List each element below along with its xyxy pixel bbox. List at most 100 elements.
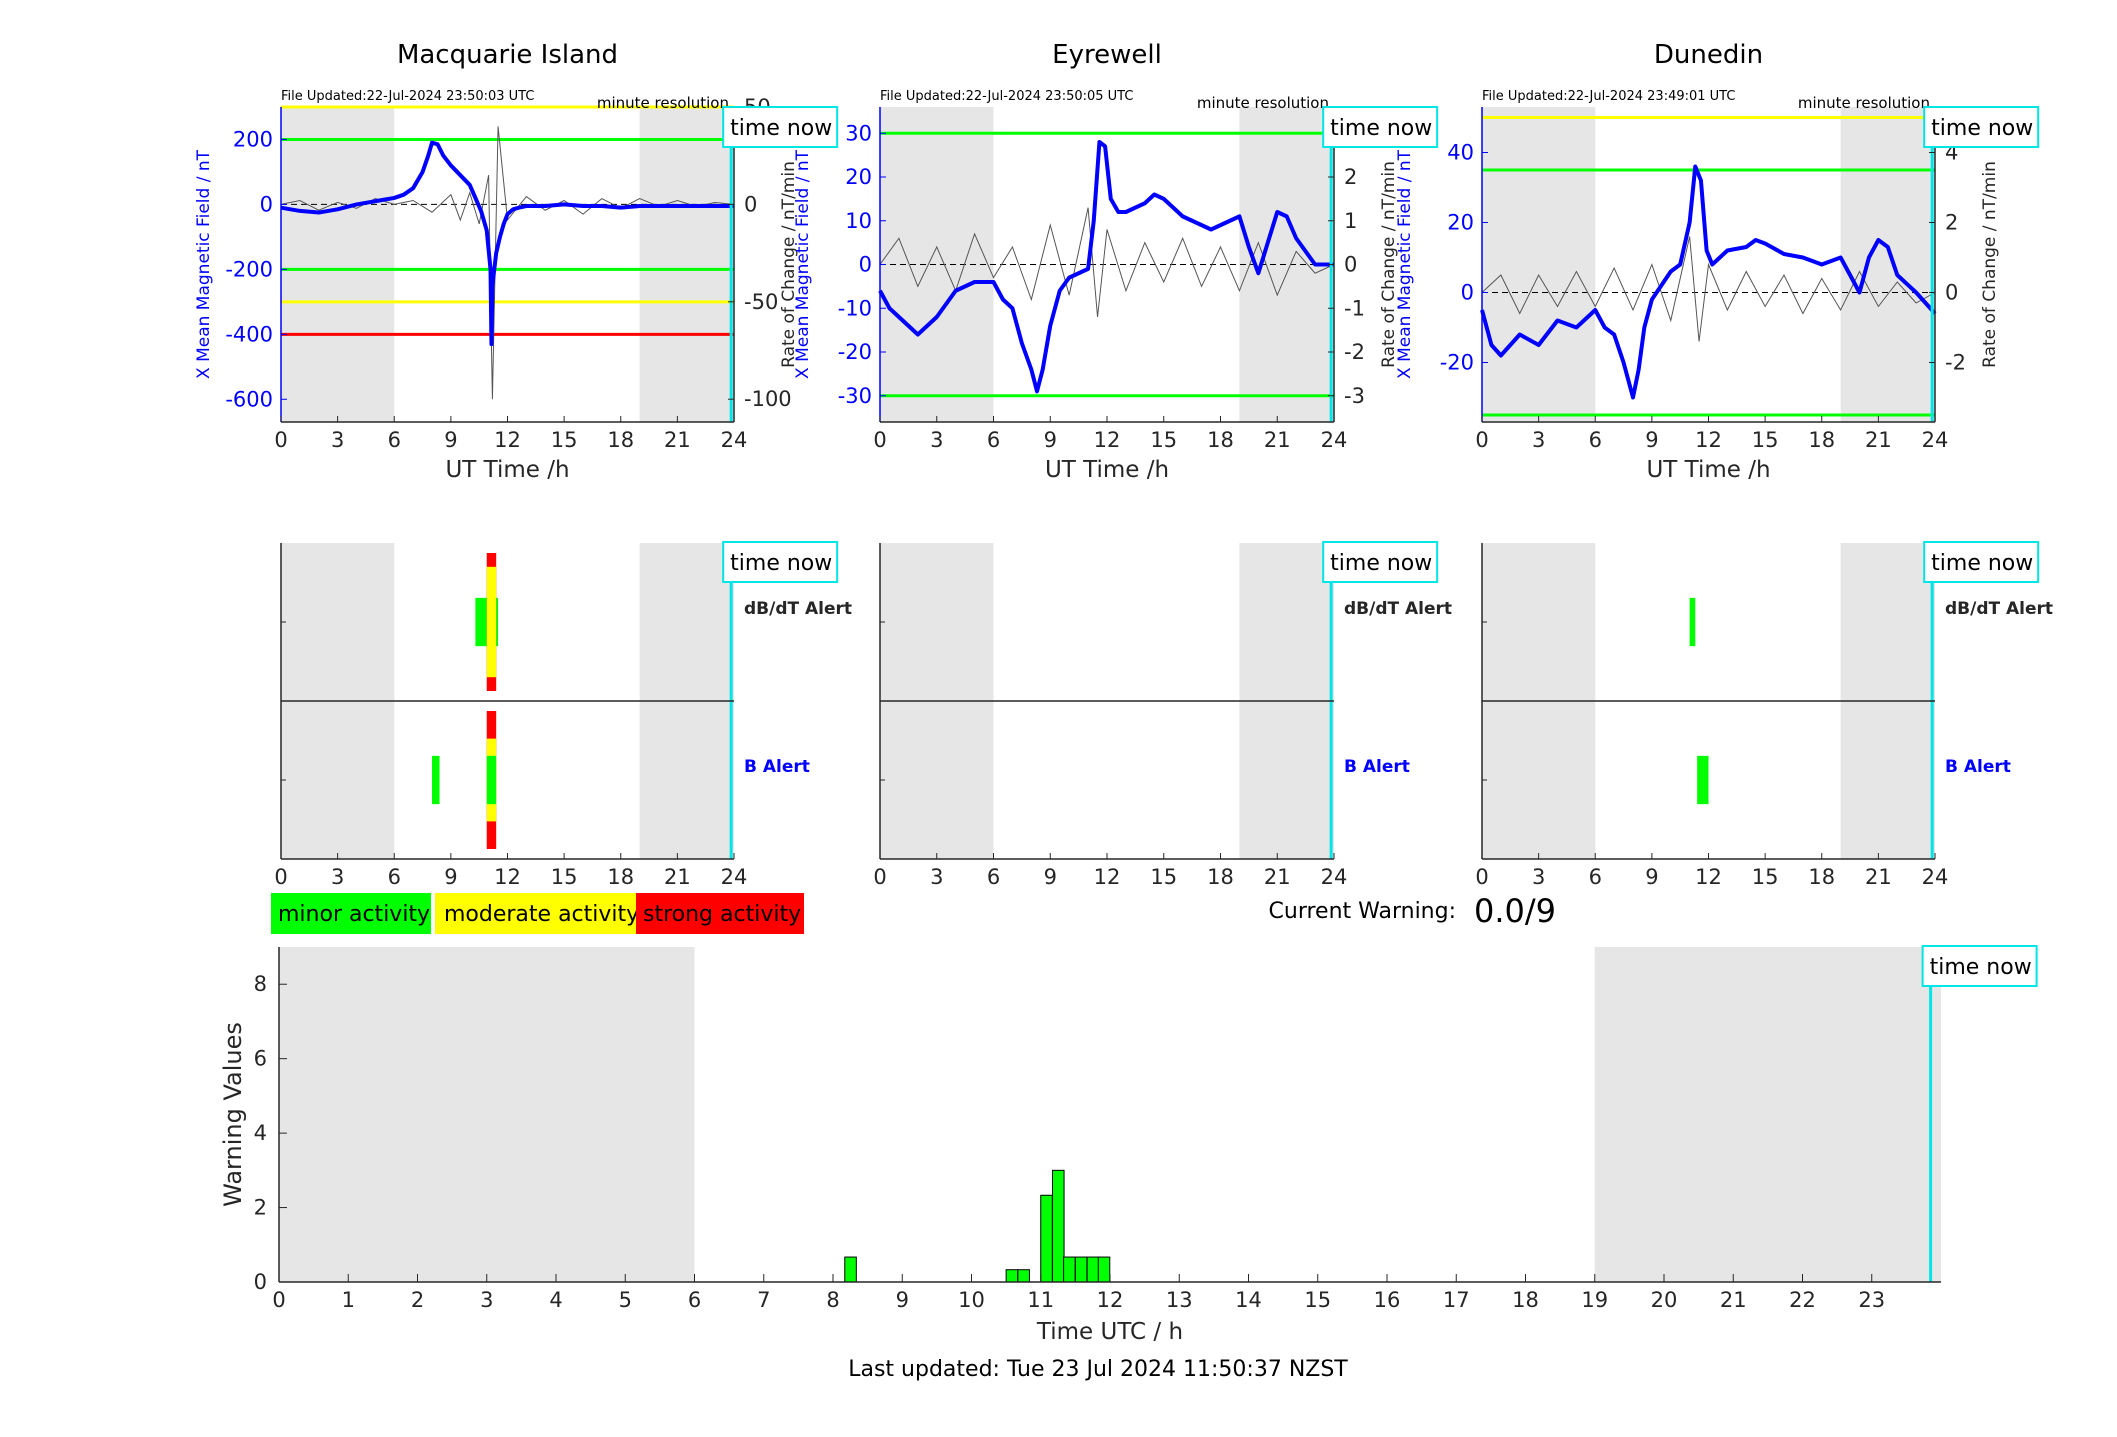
eyrewell-y2tick-label: 0 (1344, 253, 1357, 277)
eyrewell-ytick-label: -10 (838, 296, 872, 320)
dunedin-alert-time-now-box (1923, 541, 2040, 583)
macquarie-island-title: Macquarie Island (397, 40, 618, 70)
warning-xtick-label: 20 (1651, 1288, 1678, 1312)
warning-xtick-label: 22 (1789, 1288, 1816, 1312)
dunedin-field-line (1480, 164, 1937, 400)
eyrewell-xtick-label: 6 (987, 428, 1000, 452)
macquarie-island-alert-time-now-label: time now (730, 551, 832, 576)
labels-layer: Macquarie Island File Updated:22-Jul-2024… (194, 40, 2053, 1345)
warning-ytick-label: 2 (254, 1196, 267, 1220)
macquarie-island-y2tick-label: 0 (744, 192, 757, 216)
warning-xtick-label: 9 (896, 1288, 909, 1312)
macquarie-island-dbdt-alert-label: dB/dT Alert (744, 599, 852, 619)
macquarie-island-xtick-label: 24 (721, 428, 748, 452)
eyrewell-night-0 (880, 107, 994, 422)
warning-bar (1005, 1269, 1019, 1283)
dunedin-alert-xtick-label: 24 (1922, 865, 1949, 889)
warning-ytick-label: 6 (254, 1047, 267, 1071)
dunedin-time-now-box (1923, 106, 2040, 148)
dunedin-xtick-label: 24 (1922, 428, 1949, 452)
warning-night-0 (279, 947, 695, 1282)
legend-minor-label: minor activity (278, 902, 430, 927)
dunedin-alert-xtick-label: 6 (1589, 865, 1602, 889)
warning-bar (1097, 1256, 1111, 1283)
macquarie-island-dbdt-alert-mark-2 (486, 566, 497, 678)
macquarie-island-alert-xtick-label: 0 (274, 865, 287, 889)
dunedin-night-0 (1482, 107, 1596, 422)
warning-time-now-box (1921, 945, 2038, 987)
eyrewell-file-updated: File Updated:22-Jul-2024 23:50:05 UTC (880, 89, 1133, 104)
dunedin-rate-line (1481, 236, 1936, 342)
dunedin-y2tick-label: 0 (1945, 281, 1958, 305)
eyrewell-time-now-box (1322, 106, 1439, 148)
eyrewell-ylabel: X Mean Magnetic Field / nT (793, 149, 813, 379)
eyrewell-alert-xtick-label: 0 (873, 865, 886, 889)
macquarie-island-ylabel2: Rate of Change / nT/min (779, 161, 799, 368)
eyrewell-alert-xtick-label: 15 (1150, 865, 1177, 889)
eyrewell-dbdt-alert-label: dB/dT Alert (1344, 599, 1452, 619)
warning-xtick-label: 23 (1858, 1288, 1885, 1312)
macquarie-island-y2tick-label: -100 (744, 387, 792, 411)
dunedin-xtick-label: 18 (1808, 428, 1835, 452)
eyrewell-xtick-label: 0 (873, 428, 886, 452)
eyrewell-xtick-label: 18 (1207, 428, 1234, 452)
dunedin-xtick-label: 12 (1695, 428, 1722, 452)
warning-xtick-label: 7 (757, 1288, 770, 1312)
eyrewell-ytick-label: 0 (859, 253, 872, 277)
macquarie-island-ytick-label: -600 (225, 387, 273, 411)
warning-xtick-label: 18 (1512, 1288, 1539, 1312)
warning-xtick-label: 4 (549, 1288, 562, 1312)
warning-xtick-label: 0 (272, 1288, 285, 1312)
dunedin-xtick-label: 15 (1752, 428, 1779, 452)
current-warning-label: Current Warning: (1269, 899, 1456, 924)
warning-bar (1052, 1169, 1065, 1283)
macquarie-island-alert-xtick-label: 12 (494, 865, 521, 889)
warning-xtick-label: 16 (1374, 1288, 1401, 1312)
dunedin-ytick-label: 0 (1461, 281, 1474, 305)
eyrewell-alert-xtick-label: 24 (1321, 865, 1348, 889)
eyrewell-alert-xtick-label: 18 (1207, 865, 1234, 889)
eyrewell-xtick-label: 15 (1150, 428, 1177, 452)
eyrewell-xtick-label: 24 (1321, 428, 1348, 452)
dunedin-b-alert-mark-0 (1697, 755, 1709, 805)
dunedin-alert-xtick-label: 18 (1808, 865, 1835, 889)
warning-xlabel: Time UTC / h (1036, 1319, 1183, 1345)
warning-bar (844, 1256, 857, 1283)
legend-moderate-label: moderate activity (444, 902, 639, 927)
macquarie-island-file-updated: File Updated:22-Jul-2024 23:50:03 UTC (281, 89, 534, 104)
warning-xtick-label: 17 (1443, 1288, 1470, 1312)
dunedin-ytick-label: 20 (1447, 211, 1474, 235)
dunedin-time-now-label: time now (1931, 116, 2033, 141)
warning-xtick-label: 19 (1581, 1288, 1608, 1312)
macquarie-island-xtick-label: 18 (607, 428, 634, 452)
macquarie-island-alert-xtick-label: 6 (388, 865, 401, 889)
dunedin-resolution: minute resolution (1798, 94, 1930, 112)
macquarie-island-xtick-label: 12 (494, 428, 521, 452)
dunedin-xtick-label: 9 (1645, 428, 1658, 452)
eyrewell-ytick-label: -30 (838, 384, 872, 408)
legend-strong-swatch (636, 893, 804, 934)
dunedin-night-1 (1840, 107, 1935, 422)
warning-xtick-label: 5 (619, 1288, 632, 1312)
dunedin-xtick-label: 6 (1589, 428, 1602, 452)
macquarie-island-ytick-label: -200 (225, 257, 273, 281)
eyrewell-ytick-label: 10 (845, 209, 872, 233)
macquarie-island-alert-xtick-label: 15 (551, 865, 578, 889)
macquarie-island-alert-time-now-box (722, 541, 839, 583)
macquarie-island-xtick-label: 0 (274, 428, 287, 452)
eyrewell-b-alert-label: B Alert (1344, 757, 1410, 777)
eyrewell-xlabel: UT Time /h (1045, 457, 1169, 483)
warning-ytick-label: 4 (254, 1121, 267, 1145)
warning-ylabel: Warning Values (219, 1022, 247, 1207)
dunedin-b-alert-label: B Alert (1945, 757, 2011, 777)
macquarie-island-xlabel: UT Time /h (445, 457, 569, 483)
eyrewell-alert-time-now-box (1322, 541, 1439, 583)
current-warning-value: 0.0/9 (1474, 892, 1556, 930)
eyrewell-alert-time-now-label: time now (1330, 551, 1432, 576)
eyrewell-ytick-label: 20 (845, 165, 872, 189)
dunedin-xtick-label: 21 (1865, 428, 1892, 452)
macquarie-island-b-alert-mark-0 (432, 755, 440, 805)
eyrewell-y2tick-label: 2 (1344, 165, 1357, 189)
dunedin-alert-xtick-label: 9 (1645, 865, 1658, 889)
